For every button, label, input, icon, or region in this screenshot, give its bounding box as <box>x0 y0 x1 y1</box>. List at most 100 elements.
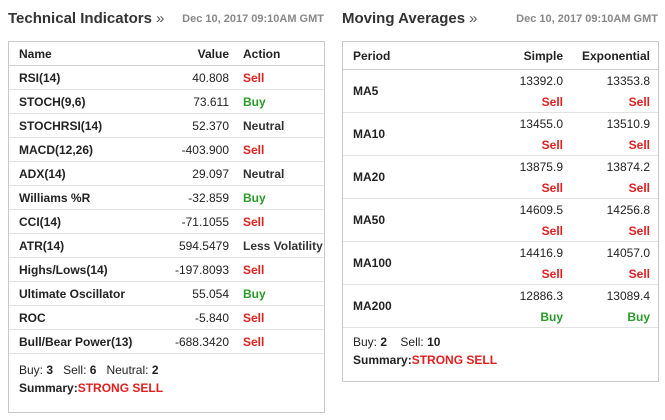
ma-simple-cell: 13875.9 Sell <box>463 155 571 199</box>
ma-exponential-cell: 13089.4 Buy <box>571 284 658 328</box>
technical-indicators-body: RSI(14) 40.808 Sell STOCH(9,6) 73.611 Buy STOC… <box>9 65 324 354</box>
indicator-name[interactable]: Bull/Bear Power(13) <box>9 329 149 354</box>
indicator-name[interactable]: STOCH(9,6) <box>9 89 149 114</box>
indicator-name[interactable]: ATR(14) <box>9 233 149 258</box>
indicator-action: Buy <box>239 89 324 114</box>
moving-averages-table: Period Simple Exponential MA5 13392.0 Sell… <box>343 42 658 328</box>
moving-average-row: MA10 13455.0 Sell 13510.9 Sell <box>343 112 658 156</box>
indicator-name[interactable]: CCI(14) <box>9 209 149 234</box>
indicator-row: STOCH(9,6) 73.611 Buy <box>9 89 324 114</box>
indicator-name[interactable]: Williams %R <box>9 185 149 210</box>
indicator-value: -688.3420 <box>149 329 239 354</box>
indicator-value: 52.370 <box>149 113 239 138</box>
moving-summary-line: Summary:STRONG SELL <box>353 351 658 369</box>
indicator-action: Buy <box>239 281 324 306</box>
technical-indicators-box: Name Value Action RSI(14) 40.808 Sell STOCH… <box>8 41 325 413</box>
ma-simple-value: 14609.5 <box>519 202 563 217</box>
indicator-value: -5.840 <box>149 305 239 330</box>
indicator-name[interactable]: ROC <box>9 305 149 330</box>
ma-simple-value: 12886.3 <box>519 288 563 303</box>
technical-indicators-arrow-icon[interactable]: » <box>155 10 165 27</box>
ma-exponential-value: 13089.4 <box>606 288 650 303</box>
indicator-row: STOCHRSI(14) 52.370 Neutral <box>9 113 324 138</box>
ma-sell-count: 10 <box>427 335 441 349</box>
indicator-action: Sell <box>239 329 324 354</box>
moving-summary: Buy: 2 Sell: 10 Summary:STRONG SELL <box>343 333 658 369</box>
technical-indicators-title-text[interactable]: Technical Indicators <box>8 10 152 27</box>
ma-period: MA10 <box>343 112 463 156</box>
indicator-row: Highs/Lows(14) -197.8093 Sell <box>9 257 324 282</box>
indicator-action: Less Volatility <box>239 233 324 258</box>
moving-averages-date: Dec 10, 2017 09:10AM GMT <box>516 13 658 25</box>
moving-average-row: MA50 14609.5 Sell 14256.8 Sell <box>343 198 658 242</box>
ma-simple-action: Sell <box>541 180 563 195</box>
ma-exponential-action: Sell <box>628 180 650 195</box>
ma-sell-label: Sell: <box>400 335 424 349</box>
ma-simple-action: Sell <box>541 223 563 238</box>
indicator-action: Sell <box>239 209 324 234</box>
moving-counts: Buy: 2 Sell: 10 <box>353 333 658 351</box>
technical-indicators-title[interactable]: Technical Indicators» <box>8 10 164 27</box>
indicator-value: 40.808 <box>149 65 239 90</box>
ma-simple-value: 14416.9 <box>519 245 563 260</box>
moving-averages-header-row: Period Simple Exponential <box>343 42 658 70</box>
tech-neutral-count: 2 <box>151 363 159 377</box>
moving-averages-arrow-icon[interactable]: » <box>469 10 478 27</box>
indicator-action: Neutral <box>239 161 324 186</box>
ma-exponential-action: Sell <box>628 223 650 238</box>
indicator-row: RSI(14) 40.808 Sell <box>9 65 324 90</box>
ma-simple-cell: 14416.9 Sell <box>463 241 571 285</box>
technical-counts: Buy: 3 Sell: 6 Neutral: 2 <box>19 361 324 379</box>
moving-averages-body: MA5 13392.0 Sell 13353.8 Sell MA10 13455.0 Sell… <box>343 69 658 328</box>
ma-simple-action: Sell <box>541 94 563 109</box>
moving-average-row: MA20 13875.9 Sell 13874.2 Sell <box>343 155 658 199</box>
moving-averages-box: Period Simple Exponential MA5 13392.0 Sell… <box>342 41 659 382</box>
indicator-row: Bull/Bear Power(13) -688.3420 Sell <box>9 329 324 354</box>
indicator-name[interactable]: ADX(14) <box>9 161 149 186</box>
moving-averages-title-text[interactable]: Moving Averages <box>342 10 466 27</box>
indicator-action: Sell <box>239 137 324 162</box>
tech-summary-value: STRONG SELL <box>77 381 164 395</box>
column-header-exponential: Exponential <box>571 42 658 70</box>
technical-indicators-header-row: Name Value Action <box>9 42 324 66</box>
ma-exponential-cell: 13353.8 Sell <box>571 69 658 113</box>
ma-simple-cell: 13455.0 Sell <box>463 112 571 156</box>
indicator-row: MACD(12,26) -403.900 Sell <box>9 137 324 162</box>
moving-averages-title[interactable]: Moving Averages» <box>342 10 477 27</box>
indicator-row: Williams %R -32.859 Buy <box>9 185 324 210</box>
indicator-value: 594.5479 <box>149 233 239 258</box>
ma-simple-action: Buy <box>540 309 563 324</box>
indicator-name[interactable]: RSI(14) <box>9 65 149 90</box>
indicator-row: CCI(14) -71.1055 Sell <box>9 209 324 234</box>
tech-sell-count: 6 <box>89 363 97 377</box>
technical-summary-line: Summary:STRONG SELL <box>19 379 324 397</box>
moving-average-row: MA200 12886.3 Buy 13089.4 Buy <box>343 284 658 328</box>
ma-exponential-cell: 13874.2 Sell <box>571 155 658 199</box>
indicator-action: Buy <box>239 185 324 210</box>
indicator-name[interactable]: STOCHRSI(14) <box>9 113 149 138</box>
ma-buy-count: 2 <box>380 335 388 349</box>
technical-indicators-header: Technical Indicators» Dec 10, 2017 09:10… <box>8 10 324 32</box>
moving-average-row: MA5 13392.0 Sell 13353.8 Sell <box>343 69 658 113</box>
column-header-period: Period <box>343 42 463 70</box>
ma-exponential-cell: 14057.0 Sell <box>571 241 658 285</box>
column-header-simple: Simple <box>463 42 571 70</box>
indicator-row: ADX(14) 29.097 Neutral <box>9 161 324 186</box>
indicator-action: Neutral <box>239 113 324 138</box>
indicator-value: -71.1055 <box>149 209 239 234</box>
indicator-name[interactable]: MACD(12,26) <box>9 137 149 162</box>
ma-exponential-value: 13510.9 <box>606 116 650 131</box>
indicator-value: 29.097 <box>149 161 239 186</box>
indicator-name[interactable]: Highs/Lows(14) <box>9 257 149 282</box>
tech-neutral-label: Neutral: <box>106 363 149 377</box>
indicator-name[interactable]: Ultimate Oscillator <box>9 281 149 306</box>
ma-period: MA50 <box>343 198 463 242</box>
ma-exponential-value: 14256.8 <box>606 202 650 217</box>
indicator-action: Sell <box>239 65 324 90</box>
indicator-row: ROC -5.840 Sell <box>9 305 324 330</box>
ma-exponential-cell: 14256.8 Sell <box>571 198 658 242</box>
indicator-row: Ultimate Oscillator 55.054 Buy <box>9 281 324 306</box>
indicator-action: Sell <box>239 305 324 330</box>
ma-simple-action: Sell <box>541 266 563 281</box>
indicator-value: -403.900 <box>149 137 239 162</box>
